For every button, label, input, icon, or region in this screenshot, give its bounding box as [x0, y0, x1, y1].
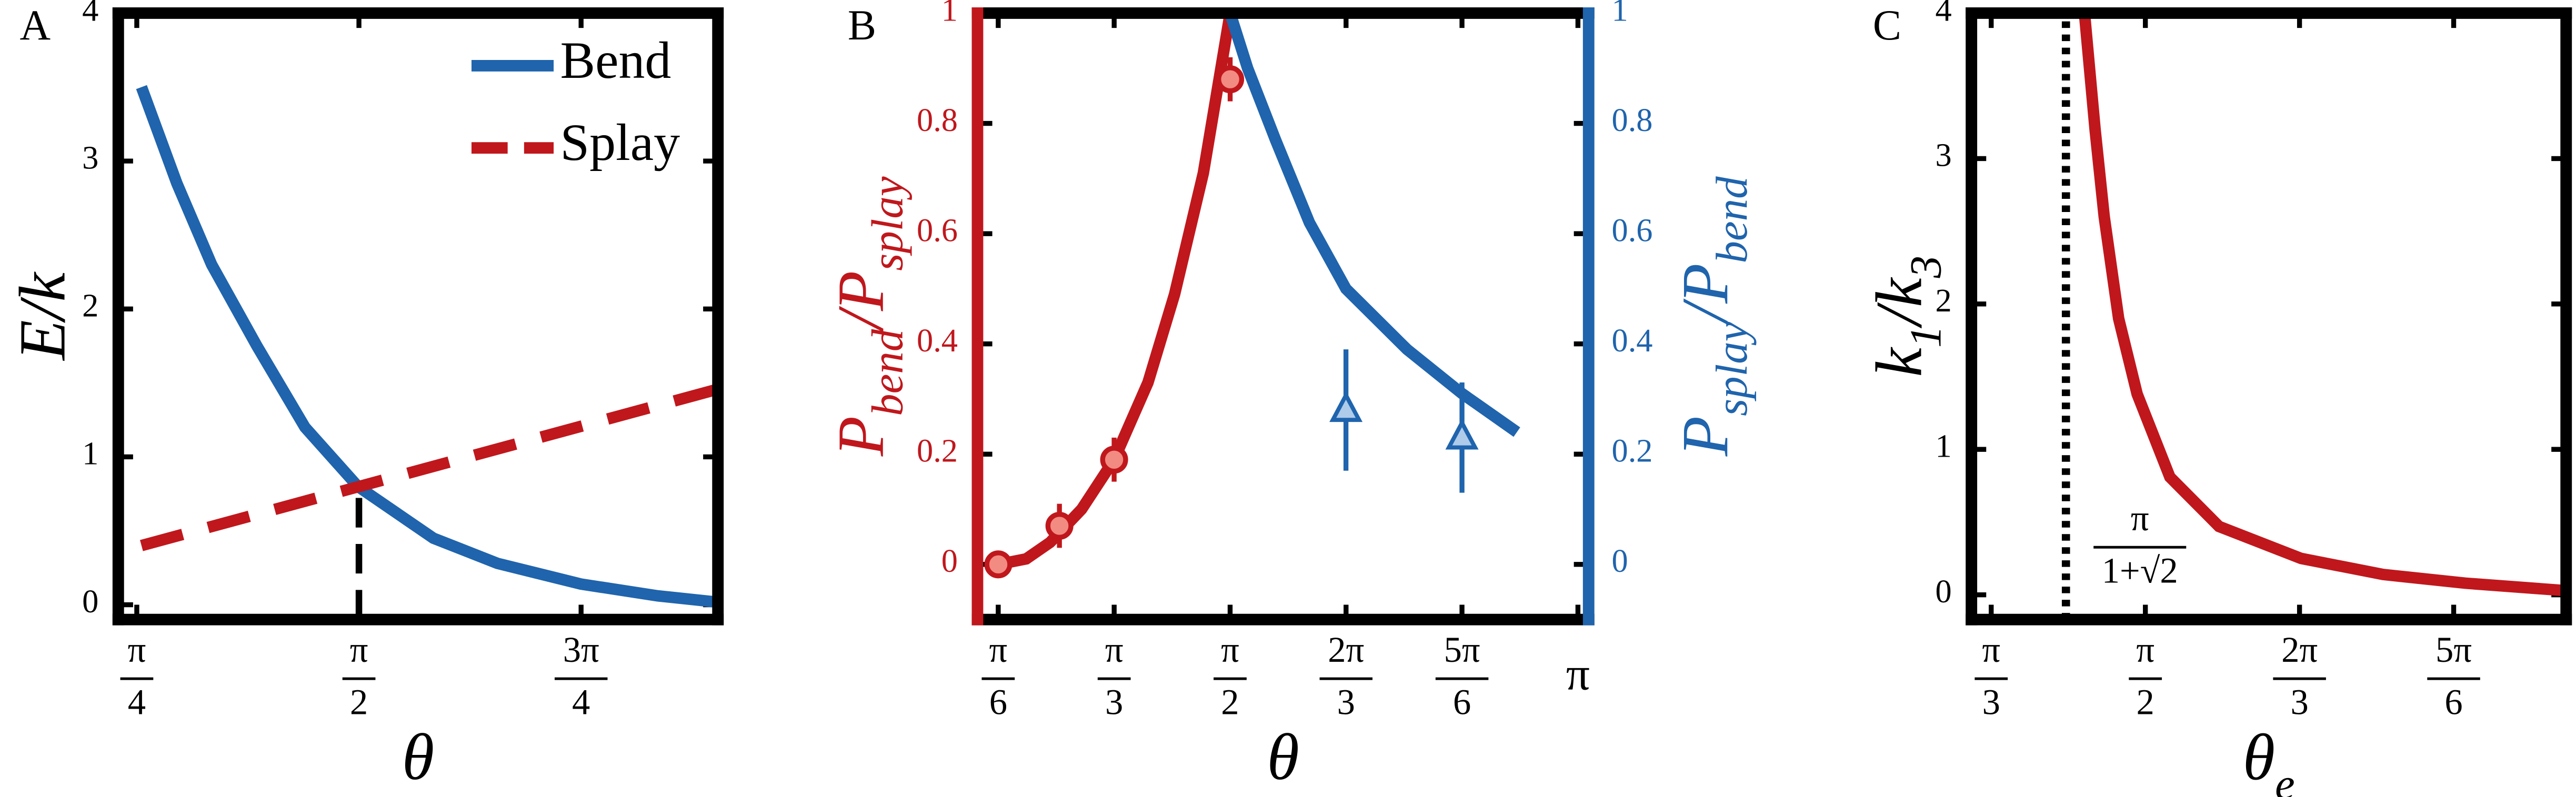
- x-tick-label-numerator: 3π: [563, 630, 599, 670]
- y-axis-label-part: P: [825, 416, 897, 457]
- series-line: [2079, 12, 2564, 597]
- y-axis-label-subscript: splay: [863, 176, 913, 271]
- x-tick-label-denominator: 2: [1221, 682, 1239, 722]
- y2-axis-label: Psplay/Pbend: [1669, 176, 1757, 457]
- x-tick-label-numerator: π: [350, 630, 368, 670]
- y2-axis-label-subscript: splay: [1707, 321, 1757, 416]
- x-tick-label-denominator: 3: [1105, 682, 1123, 722]
- y-axis-label: E/k: [6, 271, 79, 361]
- data-point: [1329, 391, 1363, 422]
- x-tick-label-numerator: π: [1105, 630, 1124, 670]
- x-axis-label-subscript: e: [2275, 760, 2295, 797]
- y-axis-label-subscript: 3: [1901, 256, 1951, 278]
- y-axis-label: k1/k3: [1863, 256, 1951, 377]
- y-tick-label: 0.2: [917, 432, 958, 469]
- y2-tick-label: 0.4: [1611, 322, 1652, 359]
- x-tick-label-denominator: 4: [128, 682, 146, 722]
- x-tick-label-numerator: 2π: [1328, 630, 1364, 670]
- data-point: [1445, 418, 1479, 450]
- y-tick-label: 1: [1936, 428, 1952, 465]
- y-axis-label-part: k: [1863, 347, 1936, 377]
- y2-axis-label-part: P: [1669, 416, 1742, 457]
- legend-label: Splay: [560, 113, 680, 171]
- y-tick-label: 0: [941, 542, 958, 579]
- x-tick-label-denominator: 4: [572, 682, 590, 722]
- x-tick-label-denominator: 2: [350, 682, 368, 722]
- x-tick-label-numerator: 5π: [1444, 630, 1480, 670]
- x-tick-label-numerator: π: [989, 630, 1008, 670]
- x-tick-label-denominator: 6: [989, 682, 1007, 722]
- x-tick-label-numerator: π: [128, 630, 146, 670]
- y-tick-label: 4: [82, 0, 98, 28]
- x-tick-label-denominator: 6: [2444, 682, 2462, 722]
- panel-label: C: [1873, 2, 1901, 49]
- y2-tick-label: 0.2: [1611, 432, 1652, 469]
- y-tick-label: 1: [941, 0, 958, 28]
- series-line: [139, 385, 716, 551]
- y-tick-label: 1: [82, 435, 98, 472]
- x-tick-label-denominator: 3: [2290, 682, 2308, 722]
- y-tick-label: 3: [82, 139, 98, 176]
- y2-axis-label-part: /P: [1669, 264, 1742, 325]
- x-axis-label: θ: [1267, 721, 1299, 794]
- y2-axis-label-subscript: bend: [1707, 176, 1757, 264]
- x-tick-label-numerator: π: [1221, 630, 1239, 670]
- x-axis-label-part: θ: [2243, 721, 2275, 794]
- x-tick-label-denominator: 3: [1337, 682, 1355, 722]
- panel-label: B: [848, 2, 876, 49]
- y-axis-label-subscript: 1: [1901, 326, 1951, 348]
- y-tick-label: 3: [1936, 137, 1952, 174]
- y2-tick-label: 0: [1611, 542, 1628, 579]
- series-line: [1225, 11, 1520, 437]
- x-tick-label-numerator: π: [2136, 630, 2154, 670]
- y2-tick-label: 0.8: [1611, 102, 1652, 138]
- x-axis-label: θe: [2243, 721, 2295, 797]
- y-tick-label: 0.8: [917, 102, 958, 138]
- y-axis-label: Pbend/Psplay: [825, 176, 913, 457]
- x-tick-label-denominator: 3: [1982, 682, 2000, 722]
- y-axis-label-part: /k: [1863, 277, 1936, 329]
- y2-tick-label: 0.6: [1611, 211, 1652, 248]
- x-tick-label: π: [1566, 648, 1590, 700]
- x-axis-label: θ: [402, 721, 434, 794]
- y-tick-label: 4: [1936, 0, 1952, 28]
- reference-label-denominator: 1+√2: [2102, 550, 2178, 590]
- x-tick-label-numerator: π: [1982, 630, 2000, 670]
- x-tick-label-denominator: 6: [1453, 682, 1471, 722]
- data-point: [984, 550, 1013, 579]
- y-tick-label: 0.6: [917, 211, 958, 248]
- x-tick-label-numerator: 2π: [2281, 630, 2318, 670]
- y-tick-label: 0: [82, 583, 98, 620]
- y-axis-label-subscript: bend: [863, 329, 913, 416]
- y-tick-label: 2: [82, 287, 98, 324]
- x-tick-label-numerator: 5π: [2435, 630, 2472, 670]
- data-point: [1045, 511, 1074, 540]
- y-axis-label-part: /P: [825, 271, 897, 332]
- y-tick-label: 2: [1936, 282, 1952, 319]
- reference-label-numerator: π: [2131, 498, 2149, 538]
- y-tick-label: 0: [1936, 573, 1952, 610]
- legend-label: Bend: [560, 31, 671, 89]
- panel-label: A: [19, 2, 51, 49]
- y-tick-label: 0.4: [917, 322, 958, 359]
- data-point: [1216, 65, 1245, 94]
- y2-tick-label: 1: [1611, 0, 1628, 28]
- x-tick-label-denominator: 2: [2137, 682, 2154, 722]
- data-point: [1100, 446, 1128, 474]
